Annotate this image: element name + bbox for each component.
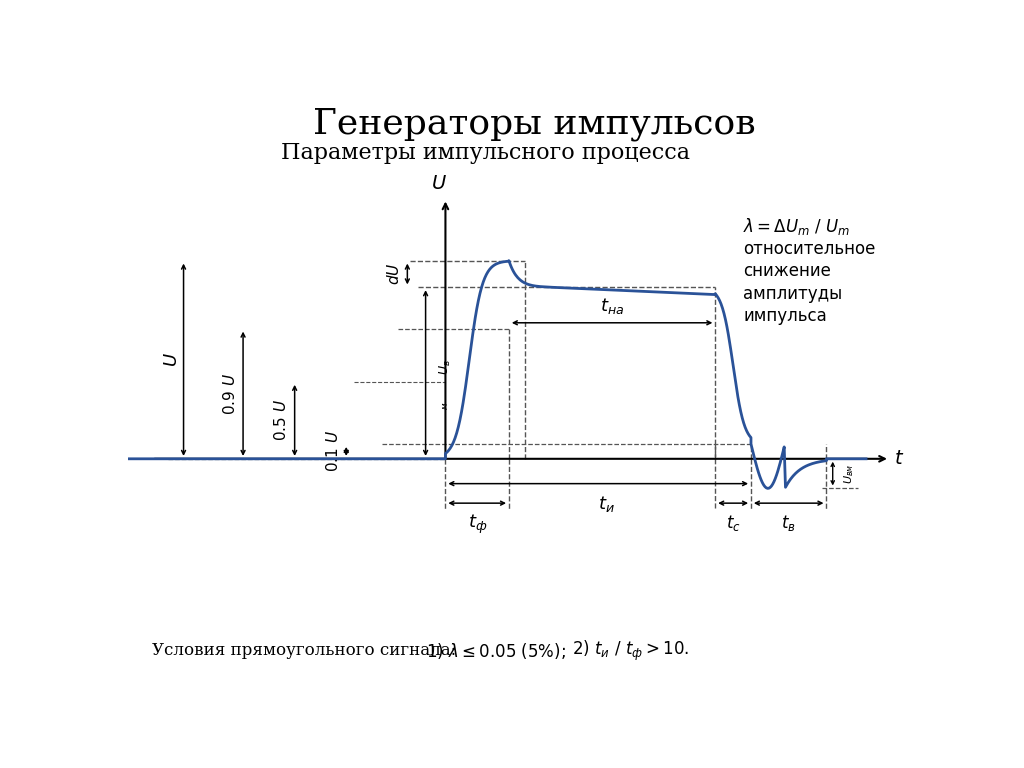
Text: $t_{в}$: $t_{в}$ xyxy=(781,513,796,533)
Text: $dU$: $dU$ xyxy=(386,263,401,285)
Text: $U$: $U$ xyxy=(163,353,180,367)
Text: амплитуды: амплитуды xyxy=(743,285,843,303)
Text: Параметры импульсного процесса: Параметры импульсного процесса xyxy=(281,142,689,164)
Text: $t_{и}$: $t_{и}$ xyxy=(598,494,614,514)
Text: $t_{на}$: $t_{на}$ xyxy=(600,296,625,316)
Text: $t_{ф}$: $t_{ф}$ xyxy=(468,513,486,536)
Text: относительное: относительное xyxy=(743,240,876,258)
Text: $U$: $U$ xyxy=(431,174,447,193)
Text: $U_{вм}$: $U_{вм}$ xyxy=(843,463,856,484)
Text: Условия прямоугольного сигнала:: Условия прямоугольного сигнала: xyxy=(152,643,456,660)
Text: импульса: импульса xyxy=(743,307,826,326)
Text: $0.1\ U$: $0.1\ U$ xyxy=(325,430,341,472)
Text: 2) $t_и\ /\ t_ф > 10.$: 2) $t_и\ /\ t_ф > 10.$ xyxy=(572,639,690,663)
Text: снижение: снижение xyxy=(743,263,830,280)
Text: 1) $\lambda \leq 0.05$ (5%);: 1) $\lambda \leq 0.05$ (5%); xyxy=(426,641,565,661)
Text: Генераторы импульсов: Генераторы импульсов xyxy=(313,107,756,141)
Text: $\lambda = \Delta U_m\ /\ U_m$: $\lambda = \Delta U_m\ /\ U_m$ xyxy=(743,217,851,237)
Text: $0.5\ U$: $0.5\ U$ xyxy=(273,399,289,442)
Text: $t$: $t$ xyxy=(894,449,904,468)
Text: $_м$: $_м$ xyxy=(438,402,452,410)
Text: $0.9\ U$: $0.9\ U$ xyxy=(221,372,238,415)
Text: $t_{с}$: $t_{с}$ xyxy=(726,513,740,533)
Text: $U_в$: $U_в$ xyxy=(438,359,454,375)
